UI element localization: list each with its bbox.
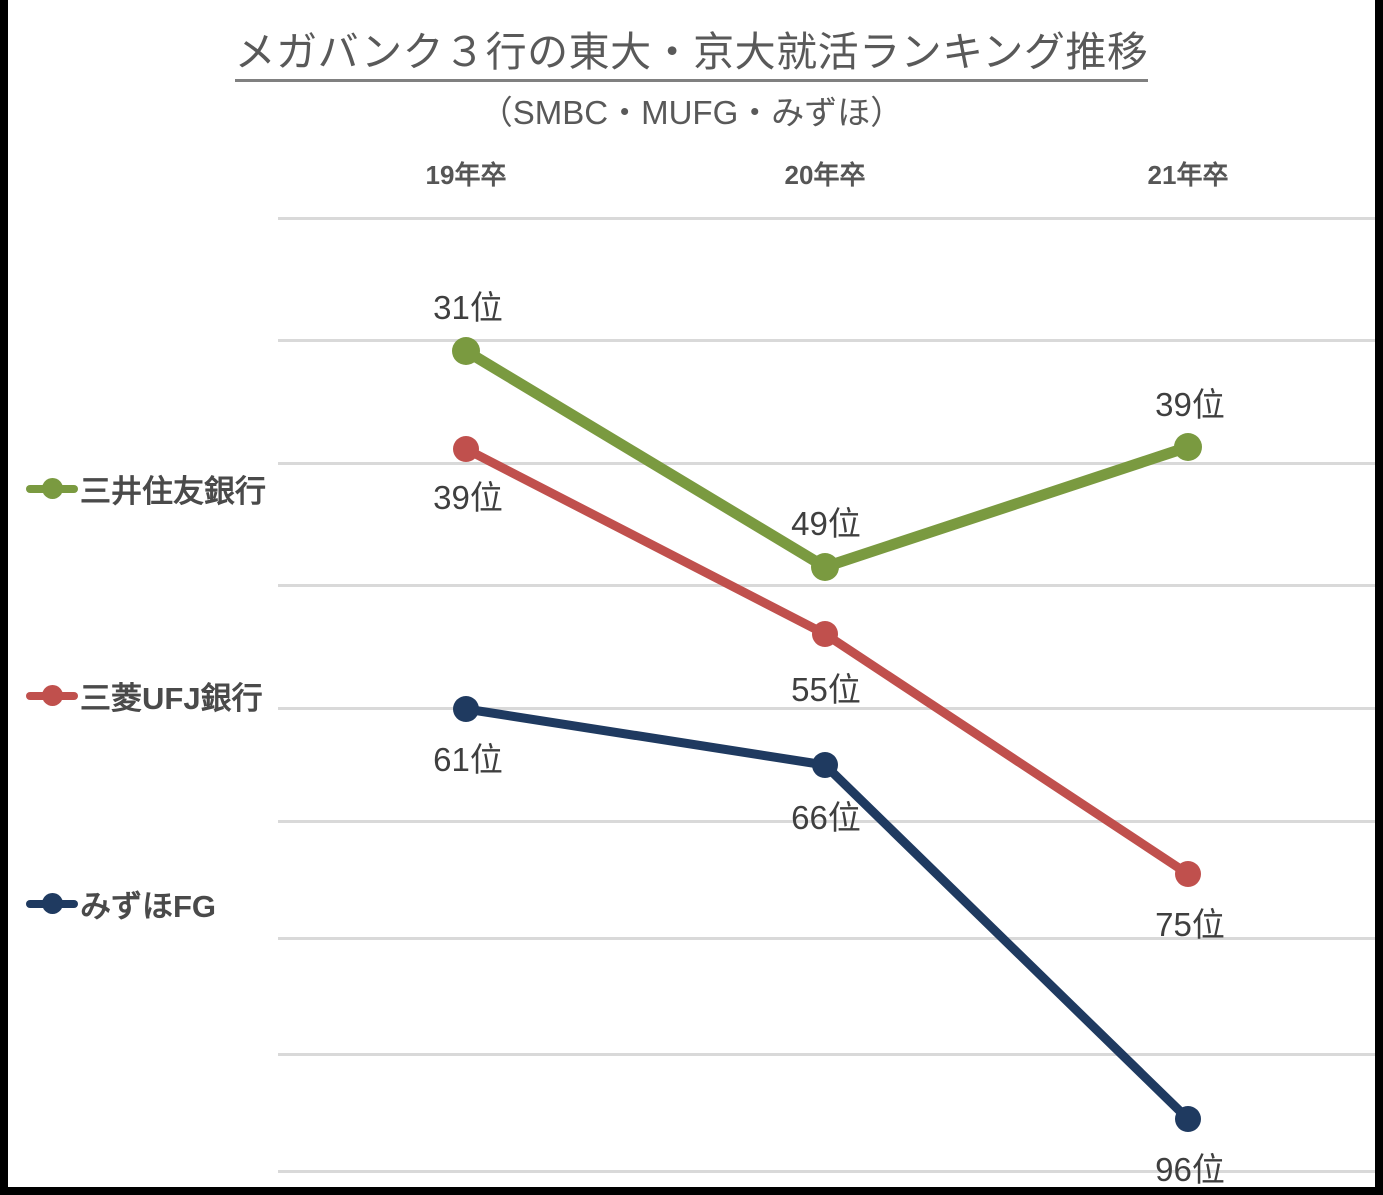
legend-marker-icon <box>26 892 78 915</box>
data-point-mizuho-1 <box>812 752 838 778</box>
chart-title-text: メガバンク３行の東大・京大就活ランキング推移 <box>234 29 1149 82</box>
data-point-mizuho-2 <box>1175 1106 1201 1132</box>
legend-item-mizuho[interactable]: みずほFG <box>26 881 216 926</box>
gridline <box>278 584 1375 587</box>
chart-canvas: メガバンク３行の東大・京大就活ランキング推移 （SMBC・MUFG・みずほ） 1… <box>8 0 1375 1187</box>
gridline <box>278 217 1375 220</box>
data-point-mufg-2 <box>1175 861 1201 887</box>
series-line-mizuho <box>461 704 1193 1124</box>
data-label-mufg-2: 75位 <box>1155 906 1225 943</box>
legend-item-mufg[interactable]: 三菱UFJ銀行 <box>26 673 263 718</box>
data-label-smbc-0: 31位 <box>433 289 503 326</box>
data-label-mizuho-2: 96位 <box>1155 1151 1225 1187</box>
x-axis-label-0: 19年卒 <box>425 160 507 190</box>
plot-area: 19年卒 20年卒 21年卒 31位 49位 39位 39位 55位 <box>278 0 1375 1187</box>
x-axis-label-2: 21年卒 <box>1147 160 1229 190</box>
gridline <box>278 462 1375 465</box>
data-label-smbc-1: 49位 <box>791 505 861 542</box>
data-point-smbc-1 <box>811 553 839 581</box>
chart-subtitle: （SMBC・MUFG・みずほ） <box>479 94 904 131</box>
data-label-mufg-1: 55位 <box>791 671 861 708</box>
chart-title: メガバンク３行の東大・京大就活ランキング推移 <box>8 18 1375 82</box>
data-label-mizuho-0: 61位 <box>433 741 503 778</box>
x-axis-label-1: 20年卒 <box>784 160 866 190</box>
data-point-mufg-0 <box>453 436 479 462</box>
data-point-smbc-2 <box>1174 433 1202 461</box>
legend-label-mizuho: みずほFG <box>80 889 217 924</box>
gridline <box>278 1170 1375 1173</box>
legend-label-smbc: 三井住友銀行 <box>80 474 266 509</box>
gridline <box>278 339 1375 342</box>
legend-marker-icon <box>26 684 78 707</box>
legend-item-smbc[interactable]: 三井住友銀行 <box>26 466 266 511</box>
data-label-mufg-0: 39位 <box>433 479 503 516</box>
legend-marker-icon <box>26 477 78 500</box>
data-point-mufg-1 <box>812 621 838 647</box>
data-label-mizuho-1: 66位 <box>791 799 861 836</box>
data-label-smbc-2: 39位 <box>1155 386 1225 423</box>
gridline <box>278 1053 1375 1056</box>
legend-label-mufg: 三菱UFJ銀行 <box>80 681 263 716</box>
